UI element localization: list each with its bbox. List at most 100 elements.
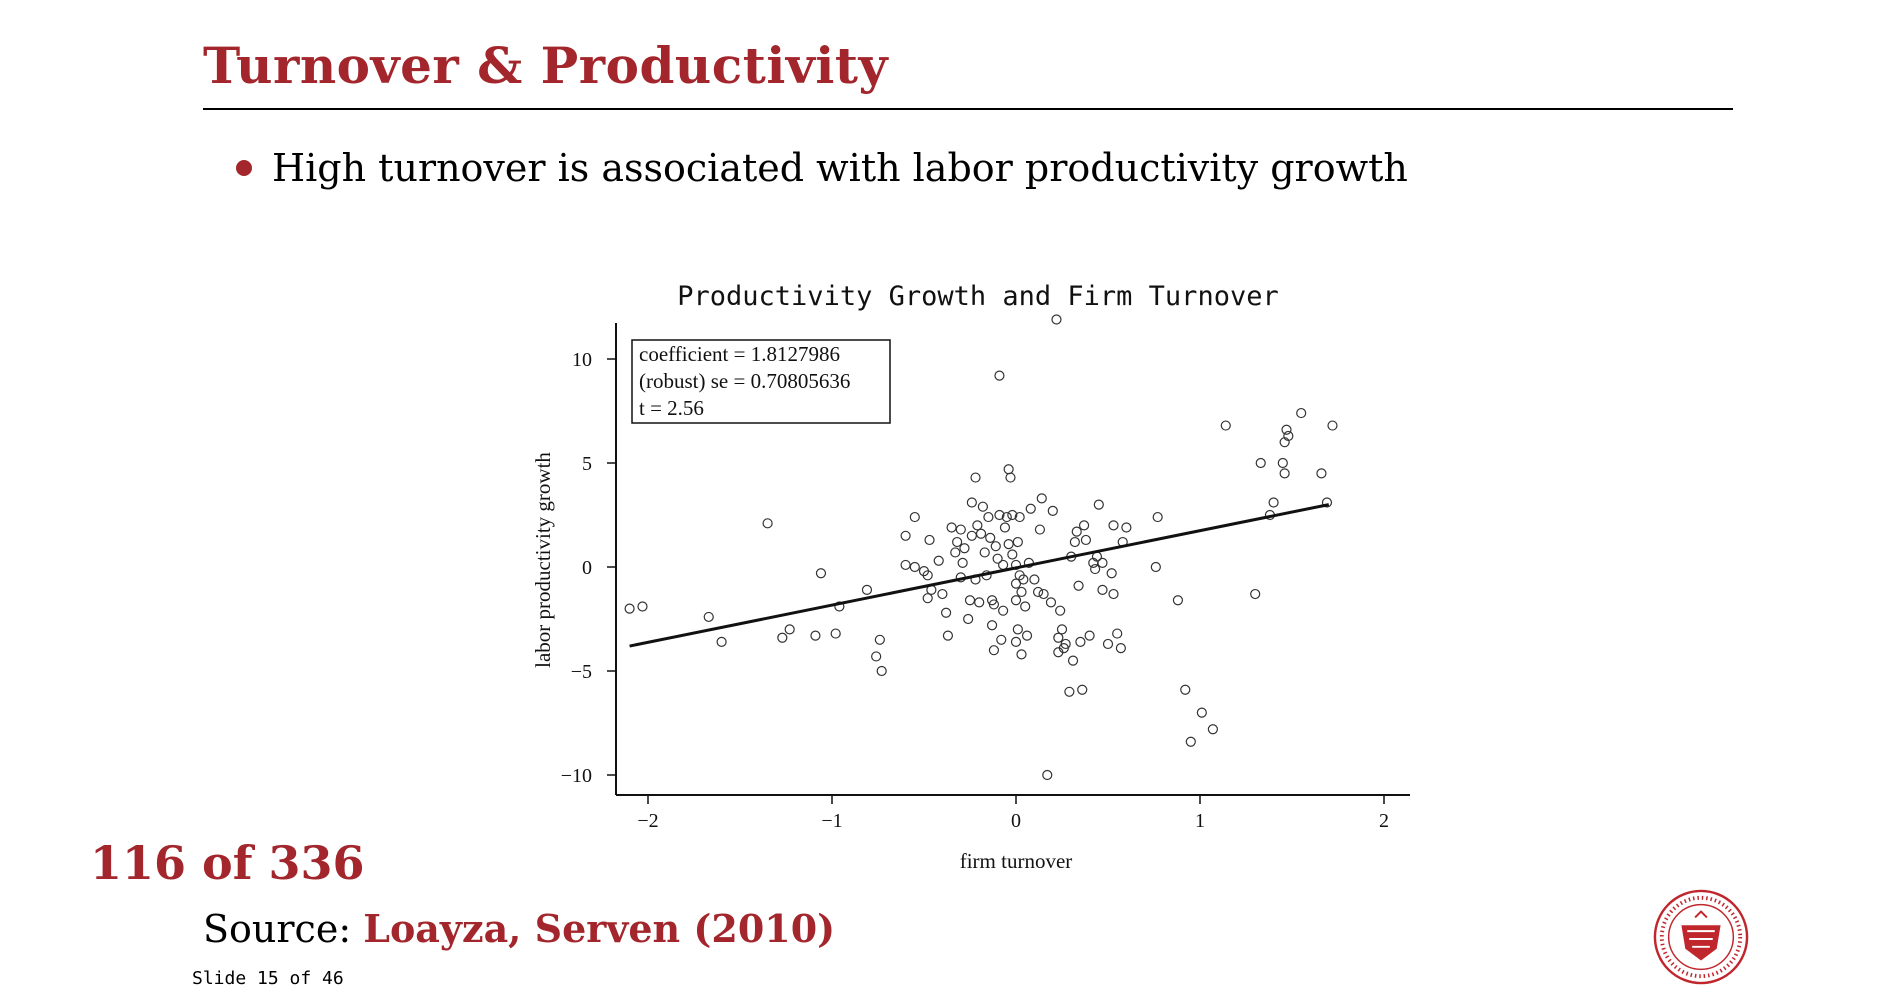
data-point bbox=[1042, 769, 1053, 781]
data-point bbox=[998, 605, 1009, 616]
data-point bbox=[1268, 497, 1279, 508]
data-point bbox=[1097, 584, 1108, 595]
data-point bbox=[990, 541, 1001, 552]
data-point bbox=[975, 528, 987, 539]
data-point bbox=[1078, 520, 1090, 531]
data-point bbox=[1029, 574, 1040, 585]
x-tick-label: −1 bbox=[821, 810, 842, 832]
y-tick-label: 10 bbox=[572, 349, 592, 371]
data-point bbox=[1277, 457, 1288, 469]
data-point bbox=[1097, 557, 1108, 568]
data-point bbox=[1067, 655, 1079, 666]
data-point bbox=[1102, 638, 1114, 650]
data-point bbox=[1172, 595, 1184, 606]
data-point bbox=[1016, 586, 1027, 598]
data-point bbox=[1073, 580, 1084, 591]
data-point bbox=[1012, 536, 1023, 548]
data-point bbox=[1112, 628, 1123, 639]
data-point bbox=[900, 530, 911, 541]
data-point bbox=[876, 665, 887, 677]
data-point bbox=[716, 636, 727, 647]
data-point bbox=[959, 543, 970, 554]
data-point bbox=[974, 597, 985, 608]
data-point bbox=[1185, 736, 1196, 747]
data-point bbox=[924, 534, 935, 546]
y-axis-ticks: −10 −5 0 5 10 bbox=[561, 349, 616, 787]
data-points bbox=[624, 314, 1338, 781]
page-counter: 116 of 336 bbox=[90, 836, 365, 890]
data-point bbox=[815, 568, 827, 579]
data-point bbox=[1064, 686, 1075, 697]
source-link[interactable]: Loayza, Serven (2010) bbox=[363, 906, 836, 951]
data-point bbox=[1053, 632, 1064, 643]
data-point bbox=[950, 547, 961, 558]
data-point bbox=[624, 603, 635, 614]
data-point bbox=[1047, 505, 1058, 516]
data-point bbox=[1003, 464, 1014, 475]
data-point bbox=[985, 532, 996, 543]
data-point bbox=[1005, 472, 1016, 483]
data-point bbox=[834, 601, 845, 612]
data-point bbox=[1069, 536, 1080, 548]
data-point bbox=[988, 645, 1000, 656]
data-point bbox=[1016, 649, 1027, 660]
data-point bbox=[762, 518, 773, 529]
data-point bbox=[1084, 630, 1095, 641]
data-point bbox=[1007, 549, 1018, 560]
data-point bbox=[1093, 499, 1104, 510]
stats-box-frame bbox=[631, 339, 891, 424]
data-point bbox=[1115, 643, 1126, 654]
data-point bbox=[979, 547, 990, 558]
data-point bbox=[952, 536, 963, 548]
data-point bbox=[972, 520, 983, 531]
data-point bbox=[1075, 636, 1086, 647]
data-point bbox=[1055, 605, 1066, 616]
data-point bbox=[996, 634, 1007, 645]
data-point bbox=[874, 634, 885, 645]
source-label: Source: bbox=[203, 907, 352, 951]
stats-robust-se: (robust) se = 0.70805636 bbox=[639, 369, 850, 393]
x-axis-ticks: −2 −1 0 1 2 bbox=[637, 795, 1389, 832]
bullet-item: High turnover is associated with labor p… bbox=[236, 146, 1408, 190]
data-point bbox=[1012, 624, 1023, 635]
data-point bbox=[998, 559, 1009, 571]
data-point bbox=[955, 524, 966, 535]
data-point bbox=[1045, 597, 1057, 608]
data-point bbox=[871, 651, 882, 662]
data-point bbox=[909, 561, 920, 573]
data-point bbox=[1077, 684, 1088, 695]
y-tick-label: −5 bbox=[571, 661, 592, 683]
data-point bbox=[1279, 468, 1290, 479]
data-point bbox=[1020, 601, 1031, 612]
data-point bbox=[1180, 684, 1191, 695]
data-point bbox=[942, 630, 954, 641]
data-point bbox=[1036, 493, 1047, 504]
data-point bbox=[1152, 511, 1163, 523]
data-point bbox=[1090, 563, 1101, 575]
data-point bbox=[1106, 568, 1117, 579]
x-tick-label: −2 bbox=[637, 810, 658, 832]
data-point bbox=[1281, 424, 1292, 435]
data-point bbox=[703, 611, 714, 623]
data-point bbox=[1071, 526, 1082, 537]
data-point bbox=[777, 632, 788, 643]
data-point bbox=[1255, 457, 1266, 469]
data-point bbox=[1032, 586, 1044, 598]
regression-line bbox=[629, 503, 1330, 648]
data-point bbox=[1108, 520, 1119, 531]
data-point bbox=[1150, 561, 1161, 573]
bullet-text: High turnover is associated with labor p… bbox=[272, 146, 1408, 190]
data-point bbox=[1010, 636, 1022, 647]
data-point bbox=[1327, 420, 1338, 431]
data-point bbox=[1038, 588, 1049, 600]
data-point bbox=[784, 624, 795, 635]
data-point bbox=[922, 570, 933, 581]
data-point bbox=[1007, 509, 1018, 521]
data-point bbox=[1010, 595, 1022, 606]
data-point bbox=[637, 601, 648, 612]
data-point bbox=[994, 370, 1005, 381]
data-point bbox=[1108, 588, 1119, 600]
source-citation: Source: Loayza, Serven (2010) bbox=[203, 906, 835, 951]
data-point bbox=[1316, 468, 1327, 479]
